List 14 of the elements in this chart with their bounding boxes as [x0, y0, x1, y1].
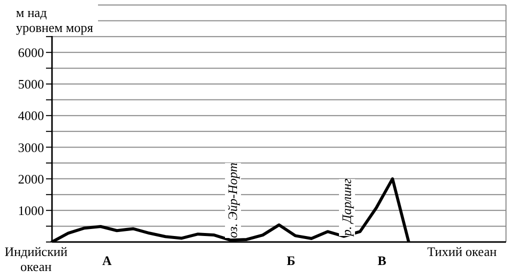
text: Тихий океан — [427, 244, 497, 259]
y-axis-title: м над уровнем моря — [14, 4, 98, 36]
y-tick-label: 3000 — [18, 140, 44, 155]
y-tick-label: 4000 — [18, 108, 44, 124]
y-tick-label: 2000 — [18, 171, 44, 186]
annotation: р. Дарлинг — [339, 178, 355, 236]
y-tick-label: 1000 — [18, 203, 44, 218]
annotation: оз. Эйр-Норт — [225, 162, 241, 238]
text: Б — [286, 253, 296, 268]
text: В — [378, 253, 386, 268]
text: Индийский океан — [0, 244, 72, 274]
y-tick-label: 6000 — [18, 45, 44, 60]
text: А — [102, 253, 112, 268]
y-tick-label: 5000 — [18, 76, 44, 92]
